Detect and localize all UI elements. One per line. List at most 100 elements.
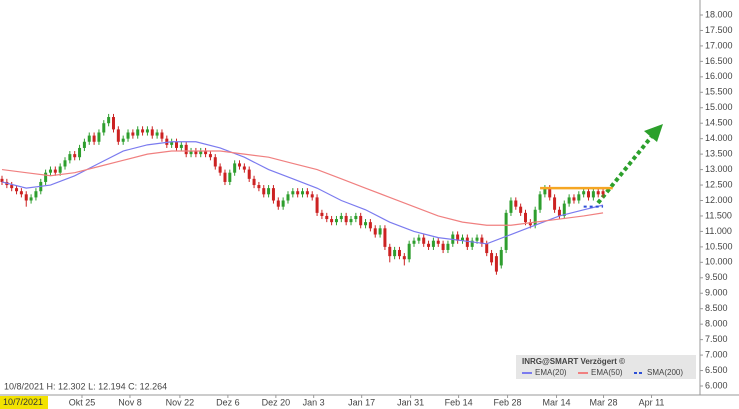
candle-body <box>596 191 600 195</box>
candle-body <box>247 169 251 179</box>
candle-body <box>320 212 324 216</box>
candle-body <box>378 228 382 235</box>
legend-label: EMA(50) <box>591 368 623 377</box>
candle-body <box>431 240 435 247</box>
candle-body <box>427 243 431 247</box>
legend-box <box>516 355 696 379</box>
y-tick-label: 9.000 <box>705 288 728 298</box>
y-tick-label: 8.000 <box>705 319 728 329</box>
x-tick-label: Feb 14 <box>445 397 473 407</box>
candle-body <box>553 197 557 210</box>
candle-body <box>150 129 154 136</box>
y-tick-label: 12.000 <box>705 195 733 205</box>
candle-body <box>315 197 319 213</box>
candle-body <box>470 240 474 247</box>
candle-body <box>490 253 494 263</box>
candle-body <box>78 147 82 158</box>
candle-body <box>141 129 145 133</box>
x-tick-label: Jan 17 <box>348 397 375 407</box>
candle-body <box>577 194 581 201</box>
candle-body <box>591 191 595 198</box>
candle-body <box>310 194 314 198</box>
candle-body <box>267 188 271 195</box>
y-tick-label: 10.500 <box>705 241 733 251</box>
candle-body <box>63 160 67 167</box>
candle-body <box>339 215 343 220</box>
ma-line <box>1 141 604 245</box>
y-tick-label: 18.000 <box>705 9 733 19</box>
candle-body <box>82 141 86 148</box>
candle-body <box>165 138 169 145</box>
candle-body <box>514 200 518 207</box>
candle-body <box>145 129 149 133</box>
candle-body <box>48 169 52 173</box>
candle-body <box>242 166 246 170</box>
candle-body <box>228 172 232 182</box>
candle-body <box>373 228 377 235</box>
candle-body <box>509 200 513 213</box>
candle-body <box>223 172 227 182</box>
candle-body <box>330 219 334 223</box>
candle-body <box>204 151 208 155</box>
arrow-head <box>644 124 663 142</box>
candle-body <box>53 169 57 173</box>
candle-body <box>538 194 542 210</box>
candle-body <box>456 234 460 241</box>
cursor-date: 10/7/2021 <box>3 397 43 407</box>
candle-body <box>485 243 489 254</box>
candle-body <box>572 197 576 201</box>
candle-body <box>393 249 397 257</box>
cursor-date-box <box>0 396 48 409</box>
candle-body <box>213 157 217 167</box>
candle-body <box>601 191 605 195</box>
candle-body <box>24 194 28 201</box>
y-tick-label: 6.500 <box>705 365 728 375</box>
y-tick-label: 15.500 <box>705 87 733 97</box>
candle-body <box>354 215 358 220</box>
candle-body <box>257 185 261 189</box>
candle-body <box>446 243 450 250</box>
candle-body <box>136 129 140 136</box>
x-tick-label: Dez 6 <box>216 397 240 407</box>
candle-body <box>111 117 115 130</box>
candle-body <box>325 215 329 220</box>
candle-body <box>155 132 159 136</box>
candle-body <box>281 200 285 207</box>
candle-body <box>271 188 275 201</box>
candle-body <box>218 166 222 173</box>
candle-body <box>465 237 469 247</box>
y-tick-label: 13.000 <box>705 164 733 174</box>
x-tick-label: Jan 31 <box>397 397 424 407</box>
candle-body <box>286 194 290 201</box>
candle-body <box>494 256 498 272</box>
candle-body <box>397 249 401 257</box>
candle-body <box>291 191 295 195</box>
y-tick-label: 13.500 <box>705 149 733 159</box>
y-tick-label: 11.500 <box>705 210 732 220</box>
candle-body <box>44 172 48 182</box>
candle-body <box>0 178 4 182</box>
candle-body <box>368 222 372 229</box>
legend-label: SMA(200) <box>647 368 683 377</box>
candle-body <box>170 141 174 145</box>
candle-body <box>87 135 91 142</box>
x-tick-label: Feb 28 <box>494 397 522 407</box>
candle-body <box>519 206 523 213</box>
candle-body <box>305 191 309 195</box>
candle-body <box>364 222 368 226</box>
ma-line <box>1 150 604 226</box>
candle-body <box>334 219 338 223</box>
y-tick-label: 16.500 <box>705 56 733 66</box>
candle-body <box>175 141 178 148</box>
candle-body <box>407 243 411 260</box>
y-tick-label: 11.000 <box>705 226 732 236</box>
candle-body <box>29 197 33 201</box>
candle-body <box>97 132 101 142</box>
y-tick-label: 6.000 <box>705 380 728 390</box>
y-tick-label: 14.000 <box>705 133 733 143</box>
arrow-shaft <box>596 134 654 205</box>
y-tick-label: 17.000 <box>705 40 733 50</box>
candle-body <box>238 163 242 167</box>
candle-body <box>301 191 305 195</box>
